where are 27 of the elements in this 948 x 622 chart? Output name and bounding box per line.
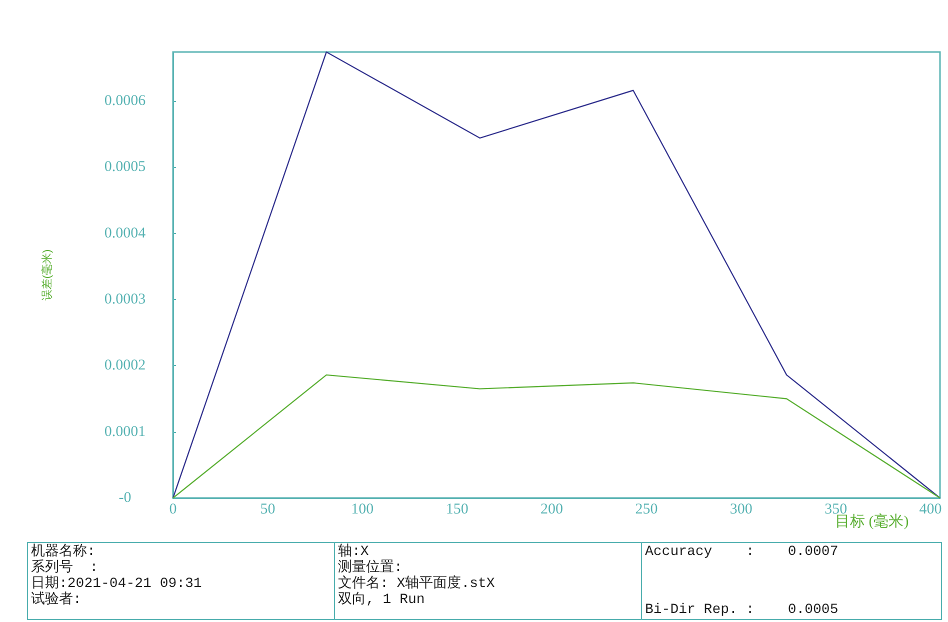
text: 测量位置: xyxy=(338,560,404,576)
y-tick-label: -0 xyxy=(118,490,132,506)
y-axis-title: 误差(毫米) xyxy=(40,249,54,301)
x-tick-label: 150 xyxy=(446,502,468,518)
text: 日期:2021-04-21 09:31 xyxy=(31,576,203,592)
y-tick-label: 0.0001 xyxy=(104,424,146,440)
y-tick-label: 0.0003 xyxy=(104,291,146,308)
text: 系列号 : xyxy=(31,560,100,576)
x-tick-label: 100 xyxy=(351,502,374,518)
y-tick-label: 0.0006 xyxy=(104,92,146,109)
x-tick-label: 300 xyxy=(730,502,752,518)
x-tick-label: 0 xyxy=(169,502,177,518)
x-tick-label: 50 xyxy=(260,502,276,518)
y-tick-label: 0.0005 xyxy=(104,159,146,176)
text: Bi-Dir Rep. : 0.0005 xyxy=(645,602,840,618)
text: 轴:X xyxy=(338,544,369,560)
y-tick-label: 0.0002 xyxy=(104,358,146,374)
text: Accuracy : 0.0007 xyxy=(645,544,840,560)
line-series xyxy=(172,51,941,499)
x-tick-label: 400 xyxy=(919,502,942,518)
y-tick-label: 0.0004 xyxy=(104,225,146,242)
text: 文件名: X轴平面度.stX xyxy=(338,576,496,592)
x-tick-label: 200 xyxy=(540,502,564,518)
x-tick-label: 250 xyxy=(635,502,658,518)
text: 双向, 1 Run xyxy=(338,592,426,608)
text: 试验者: xyxy=(31,592,82,608)
text: 机器名称: xyxy=(31,544,96,560)
